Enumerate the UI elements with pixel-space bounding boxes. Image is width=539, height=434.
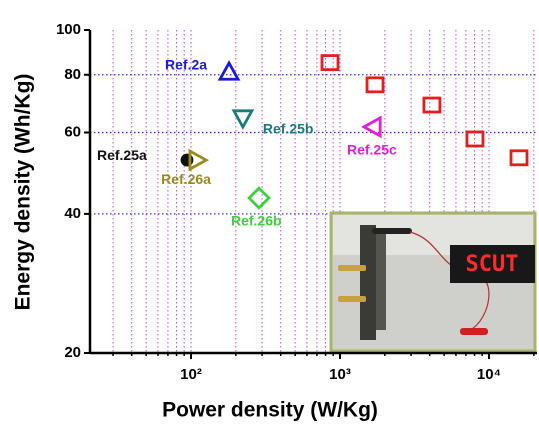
series-label: Ref.26a (161, 171, 211, 187)
marker (220, 63, 238, 79)
page: Power density (W/Kg) Energy density (Wh/… (0, 0, 539, 434)
marker (367, 78, 383, 92)
inset-photo: SCUT (331, 213, 535, 351)
chart: Power density (W/Kg) Energy density (Wh/… (0, 0, 539, 429)
series-label: Ref.25b (263, 121, 314, 137)
clip (372, 228, 412, 234)
electrode (360, 225, 376, 340)
clip (338, 296, 366, 302)
x-axis-label: Power density (W/Kg) (162, 399, 378, 422)
x-tick-label: 10³ (329, 366, 351, 383)
series-label: Ref.26b (231, 213, 282, 229)
y-tick-label: 20 (64, 344, 81, 361)
marker (249, 188, 269, 208)
electrode (376, 230, 386, 330)
series-label: Ref.25a (97, 147, 147, 163)
series-label: Ref.2a (165, 57, 207, 73)
marker (511, 151, 527, 165)
x-tick-label: 10² (180, 366, 202, 383)
marker (424, 98, 440, 112)
clip (338, 265, 366, 271)
y-tick-label: 80 (64, 66, 81, 83)
y-axis-label: Energy density (Wh/Kg) (12, 74, 35, 311)
clip (460, 328, 488, 335)
marker (234, 111, 252, 127)
y-tick-label: 60 (64, 123, 81, 140)
x-tick-label: 10⁴ (477, 366, 501, 383)
series-label: Ref.25c (347, 142, 397, 158)
y-tick-label: 40 (64, 205, 81, 222)
y-tick-label: 100 (56, 21, 81, 38)
marker (322, 56, 338, 70)
marker (364, 118, 380, 136)
inset-label: SCUT (466, 252, 519, 277)
